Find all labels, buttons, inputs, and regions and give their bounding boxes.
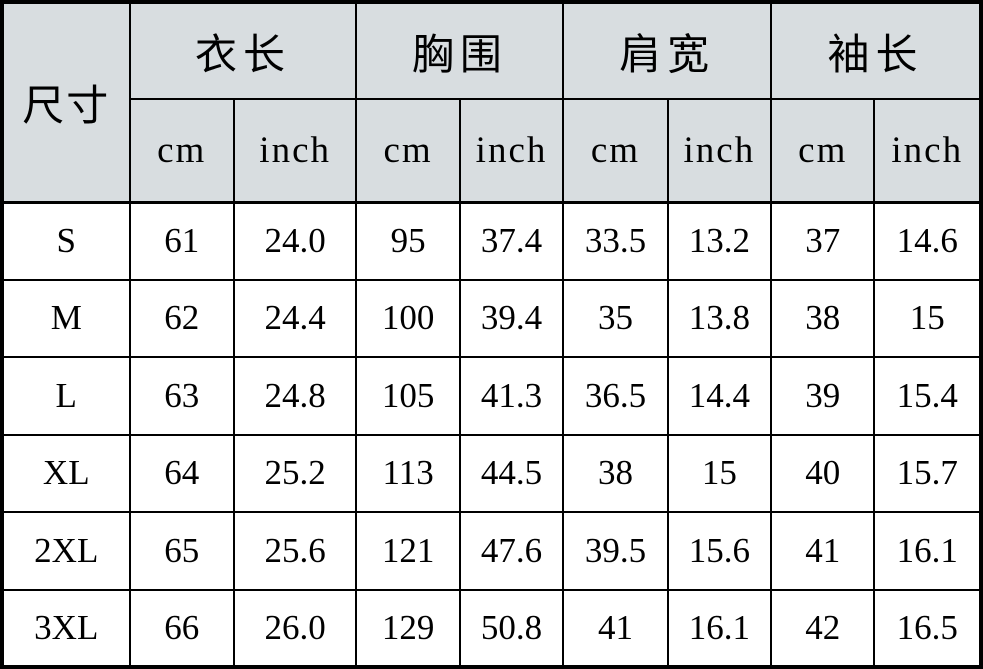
value-cell: 66 <box>128 588 235 668</box>
value-cell: 25.6 <box>232 511 358 591</box>
value-cell: 38 <box>562 433 669 513</box>
value-cell: 50.8 <box>458 588 565 668</box>
group-header-chest: 胸围 <box>355 1 565 100</box>
unit-header-cm: cm <box>770 98 876 203</box>
value-cell: 36.5 <box>562 356 669 436</box>
value-cell: 16.5 <box>873 588 982 668</box>
value-cell: 37.4 <box>458 201 565 281</box>
group-header-row: 尺寸 衣长 胸围 肩宽 袖长 <box>1 1 982 203</box>
value-cell: 26.0 <box>232 588 358 668</box>
table-header: 尺寸 衣长 胸围 肩宽 袖长 cm inch cm inch cm inch c… <box>1 1 982 203</box>
size-label: M <box>1 278 131 358</box>
value-cell: 37 <box>770 201 876 281</box>
unit-header-cm: cm <box>355 98 461 203</box>
group-header-shoulder: 肩宽 <box>562 1 773 100</box>
value-cell: 63 <box>128 356 235 436</box>
value-cell: 47.6 <box>458 511 565 591</box>
size-label: L <box>1 356 131 436</box>
value-cell: 121 <box>355 511 461 591</box>
value-cell: 113 <box>355 433 461 513</box>
value-cell: 42 <box>770 588 876 668</box>
value-cell: 24.4 <box>232 278 358 358</box>
table-row: L 63 24.8 105 41.3 36.5 14.4 39 15.4 <box>1 356 982 436</box>
value-cell: 95 <box>355 201 461 281</box>
table-body: S 61 24.0 95 37.4 33.5 13.2 37 14.6 M 62… <box>1 201 982 668</box>
value-cell: 14.6 <box>873 201 982 281</box>
unit-header-cm: cm <box>562 98 669 203</box>
value-cell: 25.2 <box>232 433 358 513</box>
unit-header-row: cm inch cm inch cm inch cm inch <box>2 98 982 203</box>
value-cell: 64 <box>128 433 235 513</box>
value-cell: 15 <box>873 278 982 358</box>
value-cell: 41 <box>770 511 876 591</box>
group-header-sleeve: 袖长 <box>770 1 982 100</box>
group-header-garment-length: 衣长 <box>128 1 358 100</box>
value-cell: 24.0 <box>232 201 358 281</box>
value-cell: 41.3 <box>458 356 565 436</box>
table-row: S 61 24.0 95 37.4 33.5 13.2 37 14.6 <box>1 201 982 281</box>
unit-header-cm: cm <box>128 98 235 203</box>
value-cell: 13.2 <box>666 201 773 281</box>
value-cell: 35 <box>562 278 669 358</box>
unit-header-inch: inch <box>232 98 358 203</box>
table-row: M 62 24.4 100 39.4 35 13.8 38 15 <box>1 278 982 358</box>
value-cell: 24.8 <box>232 356 358 436</box>
value-cell: 14.4 <box>666 356 773 436</box>
value-cell: 15.6 <box>666 511 773 591</box>
size-label: 3XL <box>1 588 131 668</box>
unit-header-inch: inch <box>666 98 773 203</box>
value-cell: 39.4 <box>458 278 565 358</box>
value-cell: 65 <box>128 511 235 591</box>
value-cell: 38 <box>770 278 876 358</box>
size-label: 2XL <box>1 511 131 591</box>
table-row: 2XL 65 25.6 121 47.6 39.5 15.6 41 16.1 <box>1 511 982 591</box>
value-cell: 16.1 <box>873 511 982 591</box>
value-cell: 40 <box>770 433 876 513</box>
unit-header-inch: inch <box>873 98 982 203</box>
value-cell: 15.7 <box>873 433 982 513</box>
corner-header-size: 尺寸 <box>1 1 131 203</box>
table-row: XL 64 25.2 113 44.5 38 15 40 15.7 <box>1 433 982 513</box>
table-row: 3XL 66 26.0 129 50.8 41 16.1 42 16.5 <box>1 588 982 668</box>
value-cell: 16.1 <box>666 588 773 668</box>
unit-header-inch: inch <box>458 98 565 203</box>
size-label: S <box>1 201 131 281</box>
size-label: XL <box>1 433 131 513</box>
value-cell: 13.8 <box>666 278 773 358</box>
value-cell: 129 <box>355 588 461 668</box>
value-cell: 100 <box>355 278 461 358</box>
value-cell: 44.5 <box>458 433 565 513</box>
value-cell: 41 <box>562 588 669 668</box>
value-cell: 105 <box>355 356 461 436</box>
value-cell: 39.5 <box>562 511 669 591</box>
value-cell: 62 <box>128 278 235 358</box>
value-cell: 61 <box>128 201 235 281</box>
value-cell: 39 <box>770 356 876 436</box>
value-cell: 15.4 <box>873 356 982 436</box>
value-cell: 33.5 <box>562 201 669 281</box>
value-cell: 15 <box>666 433 773 513</box>
